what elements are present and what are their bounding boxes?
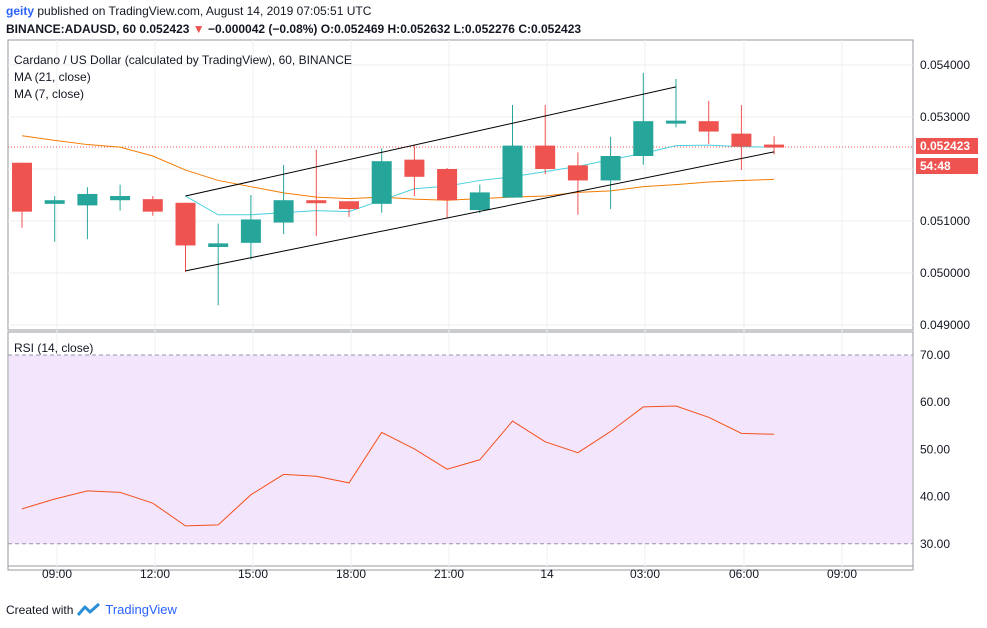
bullish-candle bbox=[240, 219, 261, 243]
price-tick-label: 0.049000 bbox=[920, 318, 970, 332]
bearish-candle bbox=[142, 199, 163, 212]
bearish-candle bbox=[764, 144, 785, 148]
bullish-candle bbox=[208, 243, 229, 247]
price-tick-label: 0.050000 bbox=[920, 266, 970, 280]
rsi-tick-label: 70.00 bbox=[920, 348, 950, 362]
bearish-candle bbox=[404, 159, 425, 177]
bullish-candle bbox=[371, 161, 392, 204]
time-tick-label: 15:00 bbox=[238, 567, 268, 581]
bearish-candle bbox=[535, 145, 556, 169]
high-label: H: bbox=[387, 22, 401, 36]
bearish-candle bbox=[306, 200, 327, 204]
time-tick-label: 06:00 bbox=[729, 567, 759, 581]
price-tick-label: 0.051000 bbox=[920, 214, 970, 228]
legend-ma7[interactable]: MA (7, close) bbox=[14, 87, 85, 101]
low-value: 0.052276 bbox=[464, 22, 515, 36]
bullish-candle bbox=[77, 193, 98, 206]
low-label: L: bbox=[453, 22, 465, 36]
rsi-tick-label: 60.00 bbox=[920, 395, 950, 409]
last-price: 0.052423 bbox=[139, 22, 190, 36]
open-value: 0.052469 bbox=[334, 22, 385, 36]
ohlc-line: BINANCE:ADAUSD, 60 0.052423 ▼ −0.000042 … bbox=[6, 22, 581, 36]
publisher-name[interactable]: geity bbox=[6, 4, 35, 18]
high-value: 0.052632 bbox=[400, 22, 451, 36]
time-tick-label: 09:00 bbox=[827, 567, 857, 581]
rsi-pane-frame bbox=[7, 331, 914, 571]
bullish-candle bbox=[502, 145, 523, 198]
rsi-tick-label: 50.00 bbox=[920, 442, 950, 456]
bar-countdown-tag: 54:48 bbox=[916, 158, 978, 174]
bearish-candle bbox=[437, 169, 458, 201]
bearish-candle bbox=[567, 165, 588, 181]
time-tick-label: 03:00 bbox=[630, 567, 660, 581]
publish-line: geity published on TradingView.com, Augu… bbox=[6, 4, 371, 18]
price-change: −0.000042 (−0.08%) bbox=[208, 22, 318, 36]
price-tick-label: 0.054000 bbox=[920, 58, 970, 72]
rsi-line bbox=[21, 405, 775, 527]
legend-title: Cardano / US Dollar (calculated by Tradi… bbox=[14, 53, 352, 67]
created-with-text: Created with bbox=[6, 602, 74, 617]
chart-legend: Cardano / US Dollar (calculated by Tradi… bbox=[14, 52, 352, 103]
bearish-candle bbox=[339, 201, 359, 210]
open-label: O: bbox=[320, 22, 335, 36]
bullish-candle bbox=[44, 200, 65, 204]
bullish-candle bbox=[666, 120, 686, 124]
bullish-candle bbox=[633, 121, 654, 156]
rsi-legend[interactable]: RSI (14, close) bbox=[14, 341, 94, 355]
time-tick-label: 18:00 bbox=[336, 567, 366, 581]
time-tick-label: 12:00 bbox=[140, 567, 170, 581]
symbol-label: BINANCE:ADAUSD, 60 bbox=[6, 22, 137, 36]
legend-ma21[interactable]: MA (21, close) bbox=[14, 70, 91, 84]
published-text: published on TradingView.com, August 14,… bbox=[37, 4, 372, 18]
ma21-line bbox=[21, 135, 775, 201]
time-tick-label: 14 bbox=[540, 567, 554, 581]
time-tick-label: 09:00 bbox=[42, 567, 72, 581]
down-arrow-icon: ▼ bbox=[192, 22, 205, 36]
price-tick-label: 0.053000 bbox=[920, 110, 970, 124]
bullish-candle bbox=[110, 196, 131, 201]
trend-channel-line bbox=[185, 86, 677, 197]
bearish-candle bbox=[731, 133, 752, 147]
close-value: 0.052423 bbox=[531, 22, 582, 36]
brand-name[interactable]: TradingView bbox=[105, 602, 177, 617]
close-label: C: bbox=[518, 22, 531, 36]
rsi-tick-label: 30.00 bbox=[920, 537, 950, 551]
footer: Created with TradingView bbox=[6, 602, 177, 617]
bullish-candle bbox=[273, 200, 294, 223]
bullish-candle bbox=[469, 192, 490, 211]
rsi-band bbox=[9, 355, 912, 544]
tradingview-logo-icon bbox=[77, 602, 101, 616]
bullish-candle bbox=[600, 156, 621, 181]
chart-header: geity published on TradingView.com, Augu… bbox=[0, 0, 987, 38]
bearish-candle bbox=[12, 162, 32, 212]
rsi-tick-label: 40.00 bbox=[920, 490, 950, 504]
price-pane-frame bbox=[7, 39, 914, 331]
time-tick-label: 21:00 bbox=[434, 567, 464, 581]
last-price-tag: 0.052423 bbox=[916, 138, 978, 154]
trend-channel-line bbox=[185, 151, 775, 272]
bearish-candle bbox=[698, 121, 719, 132]
bearish-candle bbox=[175, 202, 196, 246]
